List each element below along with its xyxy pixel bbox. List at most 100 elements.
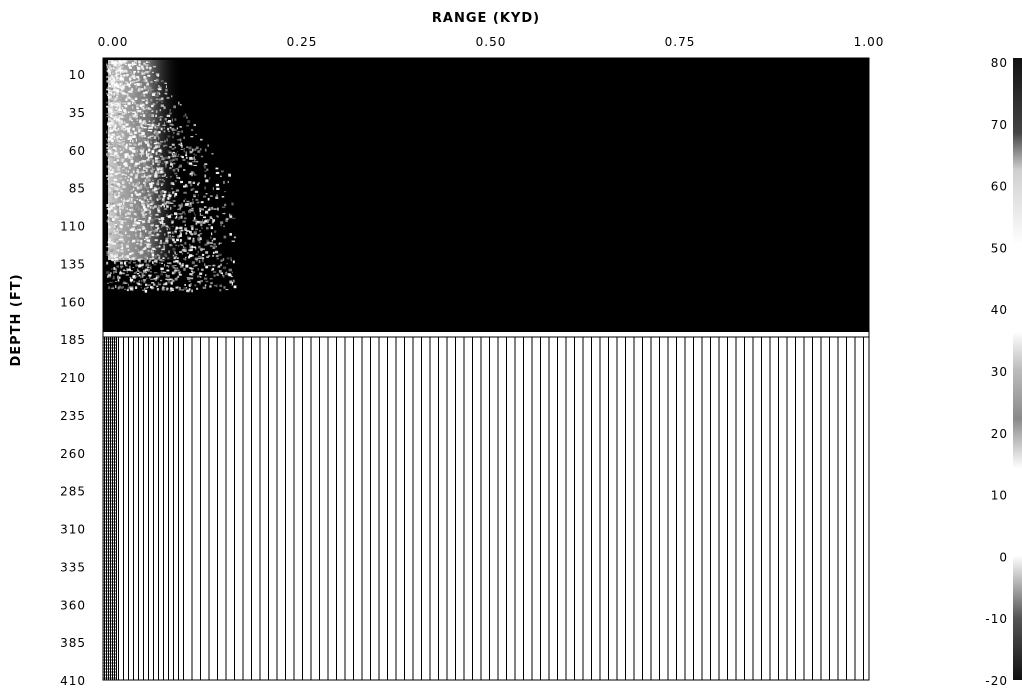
- beam-speckle: [107, 275, 109, 278]
- beam-speckle: [191, 173, 193, 177]
- beam-speckle: [157, 199, 159, 201]
- beam-speckle: [138, 251, 141, 253]
- beam-speckle: [114, 62, 118, 64]
- beam-speckle: [152, 206, 155, 209]
- beam-speckle: [155, 98, 159, 100]
- beam-speckle: [121, 165, 124, 169]
- beam-speckle: [136, 119, 139, 121]
- beam-speckle: [152, 179, 154, 182]
- y-tick-label: 210: [60, 371, 86, 385]
- beam-speckle: [111, 204, 116, 207]
- beam-speckle: [106, 113, 109, 115]
- beam-speckle: [132, 108, 136, 111]
- beam-speckle: [140, 83, 142, 86]
- beam-speckle: [170, 202, 174, 204]
- beam-speckle: [157, 209, 160, 212]
- beam-speckle: [142, 103, 145, 107]
- beam-speckle: [175, 286, 178, 289]
- beam-speckle: [154, 259, 158, 262]
- beam-speckle: [149, 124, 153, 127]
- beam-speckle: [106, 251, 108, 254]
- beam-speckle: [157, 217, 160, 220]
- beam-speckle: [159, 262, 161, 264]
- beam-speckle: [118, 96, 122, 98]
- beam-speckle: [124, 86, 129, 89]
- beam-speckle: [144, 208, 146, 211]
- beam-speckle: [195, 228, 198, 231]
- beam-speckle: [139, 114, 143, 116]
- beam-speckle: [149, 258, 153, 260]
- beam-speckle: [144, 179, 147, 182]
- beam-speckle: [106, 261, 109, 265]
- beam-speckle: [151, 257, 155, 260]
- sediment-field: [102, 336, 870, 681]
- beam-speckle: [156, 233, 160, 236]
- beam-speckle: [197, 202, 200, 204]
- beam-speckle: [111, 248, 115, 252]
- beam-speckle: [196, 202, 199, 204]
- beam-speckle: [119, 77, 123, 81]
- beam-speckle: [110, 114, 113, 118]
- beam-speckle: [108, 116, 112, 119]
- x-tick-label: 1.00: [854, 35, 885, 49]
- beam-speckle: [116, 99, 118, 102]
- beam-speckle: [107, 65, 110, 68]
- beam-speckle: [213, 274, 216, 277]
- beam-speckle: [118, 162, 122, 164]
- beam-speckle: [189, 243, 191, 246]
- colorbar-tick-label: 10: [991, 489, 1008, 503]
- beam-speckle: [133, 77, 136, 79]
- beam-speckle: [106, 106, 109, 108]
- beam-speckle: [148, 194, 151, 197]
- beam-speckle: [126, 60, 130, 63]
- beam-speckle: [139, 271, 142, 273]
- beam-speckle: [189, 156, 193, 160]
- beam-speckle: [128, 210, 131, 213]
- beam-speckle: [143, 181, 146, 184]
- beam-speckle: [165, 237, 169, 239]
- beam-speckle: [215, 171, 220, 174]
- beam-speckle: [150, 250, 154, 254]
- beam-speckle: [169, 112, 172, 115]
- beam-speckle: [142, 210, 145, 213]
- beam-speckle: [226, 271, 228, 273]
- beam-speckle: [189, 150, 193, 154]
- beam-speckle: [211, 239, 214, 242]
- beam-speckle: [194, 159, 196, 162]
- beam-speckle: [130, 88, 133, 91]
- beam-speckle: [144, 246, 147, 250]
- beam-speckle: [106, 147, 109, 149]
- beam-speckle: [129, 115, 133, 117]
- beam-speckle: [136, 162, 140, 165]
- beam-speckle: [135, 183, 139, 186]
- beam-speckle: [158, 220, 161, 223]
- beam-speckle: [140, 149, 142, 153]
- beam-speckle: [125, 253, 127, 255]
- beam-speckle: [166, 228, 168, 231]
- beam-speckle: [171, 124, 174, 126]
- beam-speckle: [157, 227, 160, 230]
- beam-speckle: [220, 269, 222, 272]
- beam-speckle: [120, 90, 123, 92]
- beam-speckle: [131, 118, 135, 122]
- beam-speckle: [137, 282, 141, 286]
- beam-speckle: [132, 267, 135, 269]
- beam-speckle: [187, 256, 190, 259]
- beam-speckle: [138, 192, 142, 196]
- beam-speckle: [110, 166, 114, 168]
- beam-speckle: [151, 120, 154, 124]
- beam-speckle: [138, 220, 142, 222]
- beam-speckle: [155, 276, 158, 279]
- beam-speckle: [158, 153, 161, 156]
- beam-speckle: [144, 242, 147, 244]
- beam-speckle: [165, 282, 168, 286]
- beam-speckle: [134, 221, 138, 224]
- beam-speckle: [136, 110, 139, 113]
- beam-speckle: [113, 130, 116, 132]
- beam-speckle: [150, 138, 153, 140]
- beam-speckle: [221, 206, 226, 209]
- beam-speckle: [164, 233, 166, 236]
- beam-speckle: [113, 93, 115, 96]
- beam-speckle: [110, 167, 112, 170]
- beam-speckle: [118, 109, 120, 113]
